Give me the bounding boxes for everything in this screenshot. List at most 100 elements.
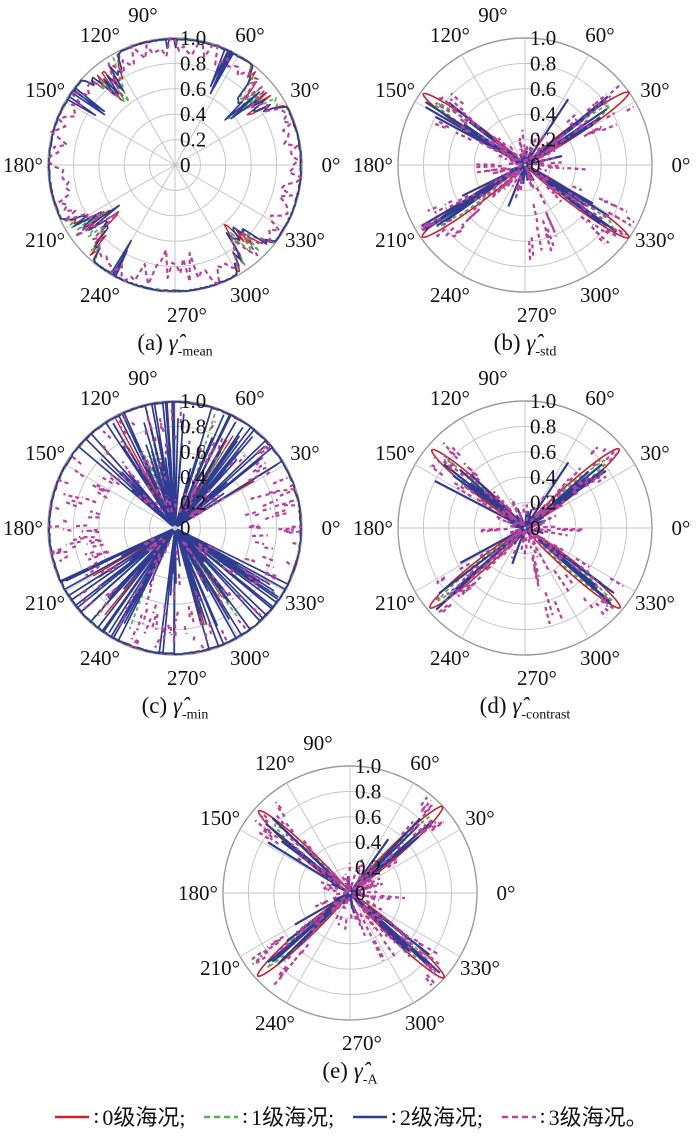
- svg-text:90°: 90°: [128, 3, 157, 27]
- svg-text:150°: 150°: [200, 806, 240, 830]
- svg-text:300°: 300°: [580, 646, 620, 670]
- svg-text:330°: 330°: [635, 228, 675, 252]
- legend-item-sea-state-0: :0级海况;: [52, 1100, 186, 1132]
- legend-separator: :: [390, 1103, 397, 1128]
- legend-label: 2级海况;: [399, 1105, 484, 1130]
- svg-text:90°: 90°: [478, 366, 507, 390]
- chart-caption-e: (e) γ̂-A: [175, 1058, 525, 1094]
- svg-text:150°: 150°: [25, 441, 65, 465]
- svg-text:0.6: 0.6: [530, 440, 556, 464]
- caption-prefix: (d): [479, 693, 507, 718]
- svg-text:0°: 0°: [497, 881, 516, 905]
- svg-text:210°: 210°: [200, 956, 240, 980]
- svg-text:270°: 270°: [517, 666, 557, 690]
- svg-text:0.6: 0.6: [530, 77, 556, 101]
- svg-text:210°: 210°: [25, 228, 65, 252]
- polar-chart-e: 00.20.40.60.81.0 0° 30° 60° 90° 120° 150° 180° 2…: [178, 731, 516, 1055]
- svg-text:240°: 240°: [80, 283, 120, 307]
- svg-text:270°: 270°: [517, 303, 557, 327]
- svg-text:0: 0: [355, 881, 366, 905]
- svg-text:210°: 210°: [375, 228, 415, 252]
- svg-text:0.4: 0.4: [355, 830, 382, 854]
- svg-text:0.8: 0.8: [180, 51, 206, 75]
- polar-chart-b: 00.20.40.60.81.0 0° 30° 60° 90° 120° 150° 180° 2…: [353, 3, 691, 327]
- chart-caption-b: (b) γ̂-std: [350, 330, 700, 366]
- svg-text:0°: 0°: [672, 153, 691, 177]
- svg-text:210°: 210°: [375, 591, 415, 615]
- svg-text:1.0: 1.0: [355, 754, 381, 778]
- svg-text:0.6: 0.6: [180, 440, 206, 464]
- svg-text:240°: 240°: [255, 1011, 295, 1035]
- svg-text:0.6: 0.6: [355, 805, 381, 829]
- chart-caption-a: (a) γ̂-mean: [0, 330, 350, 366]
- svg-text:30°: 30°: [290, 441, 319, 465]
- svg-text:120°: 120°: [255, 751, 295, 775]
- caption-prefix: (a): [137, 330, 163, 355]
- svg-text:150°: 150°: [25, 78, 65, 102]
- svg-text:60°: 60°: [235, 386, 264, 410]
- legend-item-sea-state-2: :2级海况;: [350, 1100, 483, 1132]
- svg-text:120°: 120°: [80, 386, 120, 410]
- legend-separator: :: [242, 1103, 249, 1128]
- svg-text:0.4: 0.4: [530, 102, 557, 126]
- svg-text:120°: 120°: [80, 23, 120, 47]
- svg-text:1.0: 1.0: [530, 26, 556, 50]
- legend-label: 3级海况。: [548, 1105, 648, 1130]
- svg-text:0.2: 0.2: [180, 491, 206, 515]
- polar-chart-d: 00.20.40.60.81.0 0° 30° 60° 90° 120° 150° 180° 2…: [353, 366, 691, 690]
- svg-text:0.2: 0.2: [355, 856, 381, 880]
- caption-prefix: (e): [322, 1058, 348, 1083]
- svg-text:0.6: 0.6: [180, 77, 206, 101]
- svg-text:0: 0: [530, 516, 541, 540]
- svg-text:0.4: 0.4: [180, 102, 207, 126]
- svg-text:120°: 120°: [430, 23, 470, 47]
- svg-text:300°: 300°: [230, 646, 270, 670]
- caption-symbol: γ̂-std: [526, 330, 557, 360]
- svg-text:240°: 240°: [80, 646, 120, 670]
- svg-text:240°: 240°: [430, 283, 470, 307]
- svg-text:300°: 300°: [580, 283, 620, 307]
- svg-text:0.8: 0.8: [355, 779, 381, 803]
- caption-symbol: γ̂-A: [353, 1058, 378, 1088]
- svg-text:210°: 210°: [25, 591, 65, 615]
- svg-text:90°: 90°: [478, 3, 507, 27]
- caption-symbol: γ̂-mean: [168, 330, 213, 360]
- legend-label: 0级海况;: [102, 1105, 186, 1130]
- svg-text:0°: 0°: [672, 516, 691, 540]
- svg-text:150°: 150°: [375, 78, 415, 102]
- svg-text:270°: 270°: [167, 666, 207, 690]
- chart-cell-a: 0 0.2 0.4 0.6 0.8 1.0 0° 30° 60° 90° 120° 150° 180° 2…: [0, 2, 350, 366]
- caption-symbol: γ̂-min: [172, 693, 209, 723]
- svg-text:330°: 330°: [635, 591, 675, 615]
- svg-text:30°: 30°: [465, 806, 494, 830]
- legend-separator: :: [539, 1103, 546, 1128]
- svg-text:0.8: 0.8: [530, 414, 556, 438]
- legend-item-sea-state-1: :1级海况;: [201, 1100, 334, 1132]
- svg-text:180°: 180°: [178, 881, 218, 905]
- svg-text:300°: 300°: [405, 1011, 445, 1035]
- svg-text:0: 0: [530, 153, 541, 177]
- svg-text:180°: 180°: [3, 153, 43, 177]
- svg-text:60°: 60°: [410, 751, 439, 775]
- svg-text:1.0: 1.0: [180, 389, 206, 413]
- svg-text:0.8: 0.8: [530, 51, 556, 75]
- svg-text:240°: 240°: [430, 646, 470, 670]
- chart-caption-d: (d) γ̂-contrast: [350, 693, 700, 729]
- caption-prefix: (c): [141, 693, 168, 718]
- svg-text:60°: 60°: [585, 386, 614, 410]
- svg-text:0.2: 0.2: [180, 128, 206, 152]
- svg-text:180°: 180°: [353, 153, 393, 177]
- svg-text:0°: 0°: [322, 153, 341, 177]
- svg-text:0: 0: [180, 516, 191, 540]
- svg-text:0°: 0°: [322, 516, 341, 540]
- svg-text:120°: 120°: [430, 386, 470, 410]
- svg-text:60°: 60°: [585, 23, 614, 47]
- chart-cell-d: 0 0.2 0.4 0.6 0.8 1.0 0° 30° 60° 90° 120° 150° 180° 2…: [350, 365, 700, 729]
- chart-caption-c: (c) γ̂-min: [0, 693, 350, 729]
- polar-chart-c: 00.20.40.60.81.0 0° 30° 60° 90° 120° 150° 180° 2…: [3, 366, 341, 690]
- svg-text:0.2: 0.2: [530, 491, 556, 515]
- figure-legend: :0级海况; :1级海况; :2级海况; :3级海况。: [0, 1100, 700, 1132]
- svg-text:0.8: 0.8: [180, 414, 206, 438]
- legend-line-sample-icon: [55, 1115, 90, 1119]
